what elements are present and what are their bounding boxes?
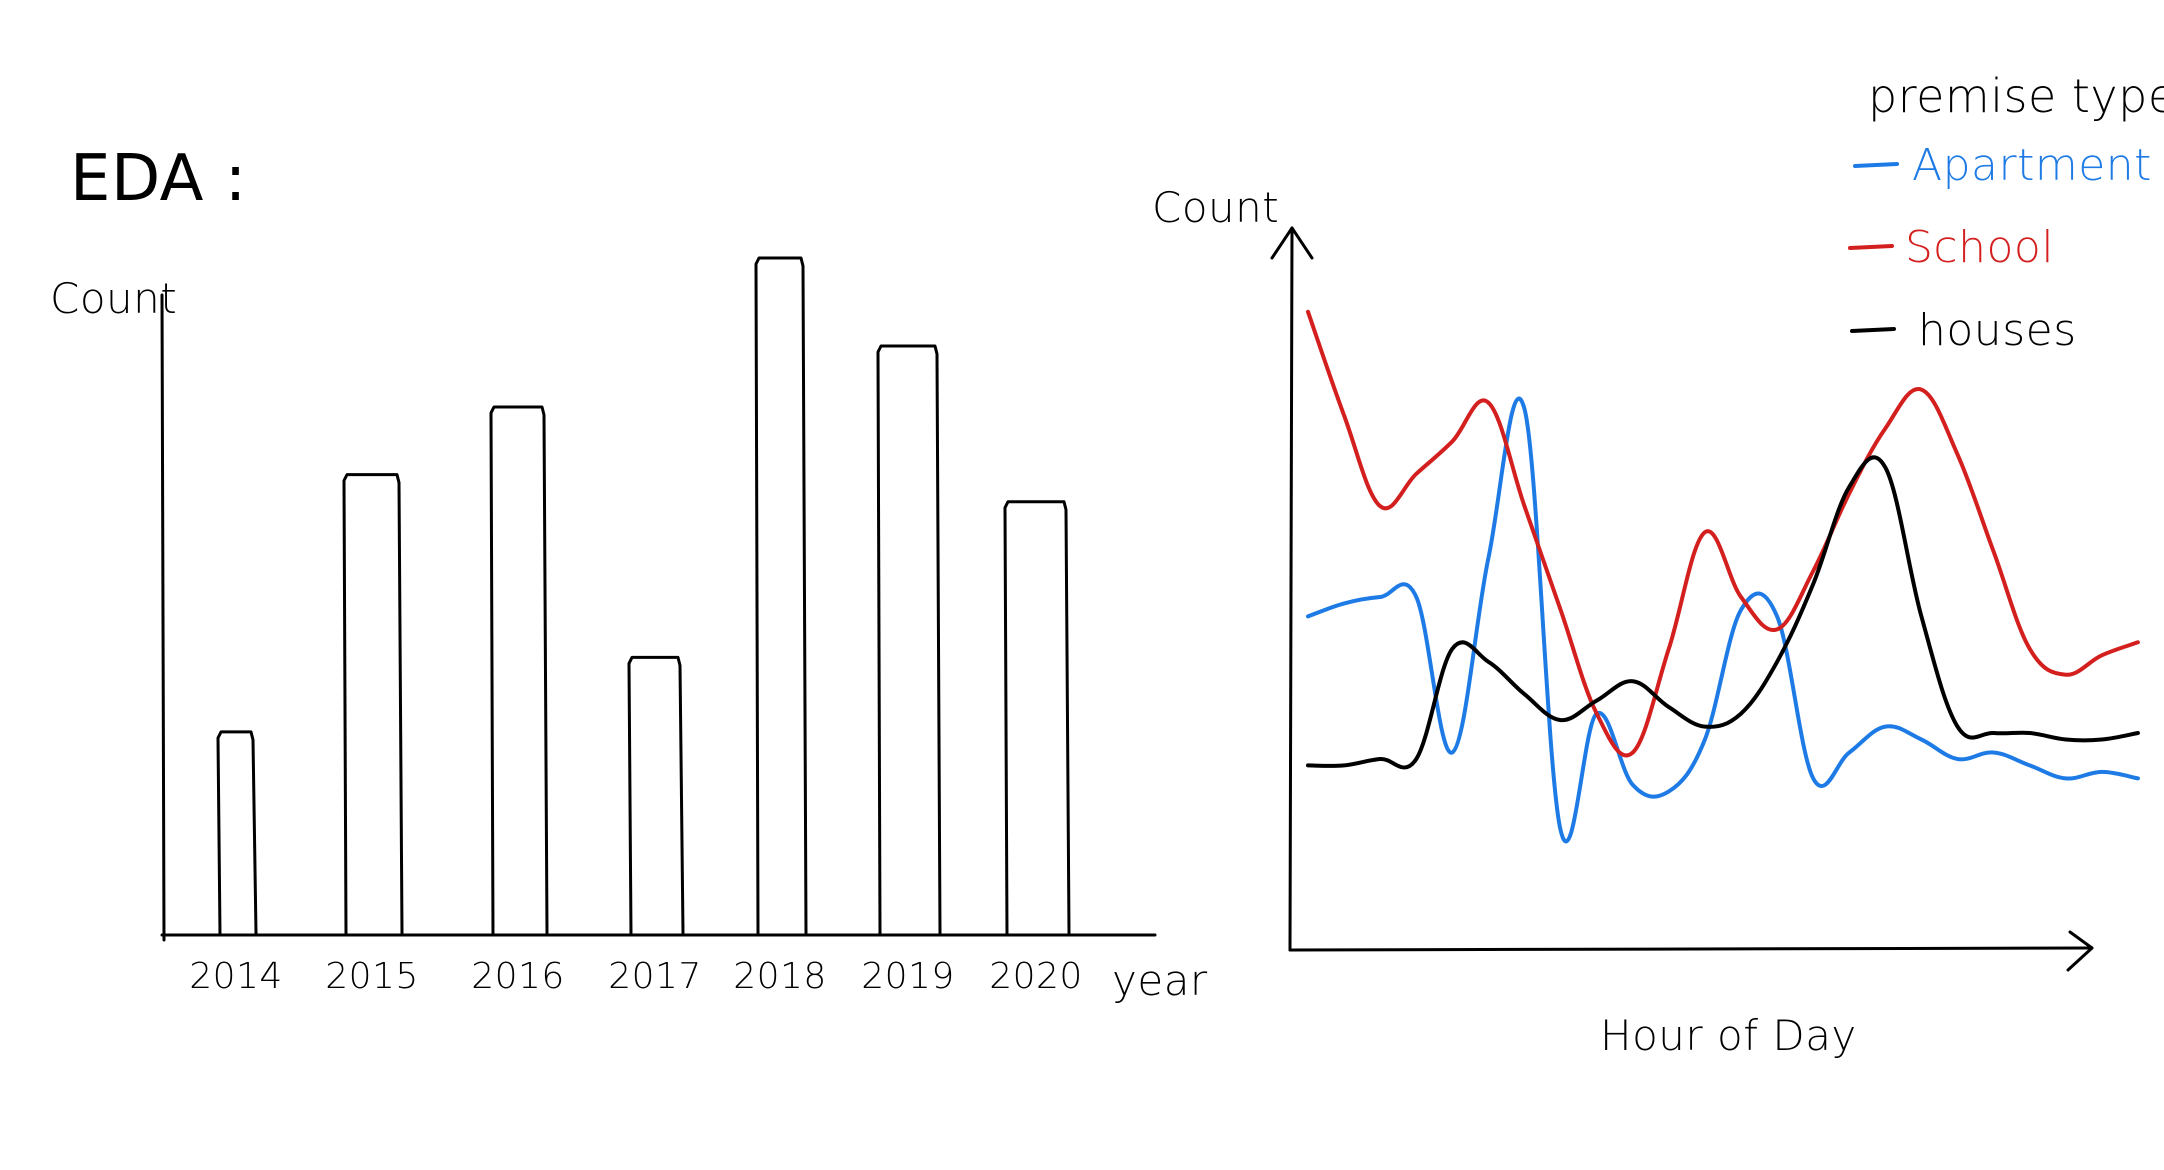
bar-group <box>216 256 1071 937</box>
line-chart-x-axis-label: Hour of Day <box>1600 1011 1857 1060</box>
series-lines <box>1306 309 2140 844</box>
bar-tick-label-2014: 2014 <box>189 956 283 997</box>
page-title: EDA : <box>70 142 247 216</box>
legend-label-apartment: Apartment <box>1912 140 2152 191</box>
line-chart-x-axis-arrow-icon <box>2066 930 2094 972</box>
bar-chart-y-axis <box>160 293 166 942</box>
hourly-line-chart: Count Hour of Day <box>1152 183 2140 1060</box>
bar-tick-label-2019: 2019 <box>861 956 955 997</box>
legend-items: Apartment School houses <box>1848 140 2152 356</box>
bar-2014 <box>216 730 258 937</box>
series-line-school <box>1306 309 2140 758</box>
bar-chart-y-axis-label: Count <box>50 274 177 323</box>
bar-tick-label-2020: 2020 <box>989 956 1083 997</box>
legend-swatch-school <box>1848 244 1894 250</box>
bar-2020 <box>1003 500 1071 937</box>
legend-title: premise type: <box>1868 69 2164 123</box>
bar-tick-label-2017: 2017 <box>608 956 702 997</box>
bar-chart-x-axis-label: year <box>1112 956 1208 1005</box>
bar-tick-label-2015: 2015 <box>325 956 419 997</box>
bar-2019 <box>876 344 942 937</box>
bar-2018 <box>754 256 808 937</box>
series-line-houses <box>1306 455 2140 770</box>
legend-label-houses: houses <box>1918 305 2077 356</box>
year-bar-chart: Count year 2014 2015 2016 2017 2018 2019 2020 <box>50 256 1208 1005</box>
line-chart-y-axis <box>1288 226 1294 952</box>
series-line-apartment <box>1306 396 2140 844</box>
legend: premise type: Apartment School houses <box>1848 69 2164 356</box>
bar-2017 <box>627 655 685 937</box>
legend-label-school: School <box>1905 222 2054 273</box>
bar-tick-label-2018: 2018 <box>733 956 827 997</box>
bar-2015 <box>342 473 404 937</box>
line-chart-y-axis-label: Count <box>1152 183 1279 232</box>
line-chart-x-axis <box>1288 946 2094 952</box>
legend-swatch-apartment <box>1853 162 1899 168</box>
legend-swatch-houses <box>1850 327 1896 333</box>
bar-tick-labels: 2014 2015 2016 2017 2018 2019 2020 <box>189 956 1083 997</box>
bar-tick-label-2016: 2016 <box>471 956 565 997</box>
line-chart-y-axis-arrow-icon <box>1270 226 1314 260</box>
bar-2016 <box>489 405 549 937</box>
